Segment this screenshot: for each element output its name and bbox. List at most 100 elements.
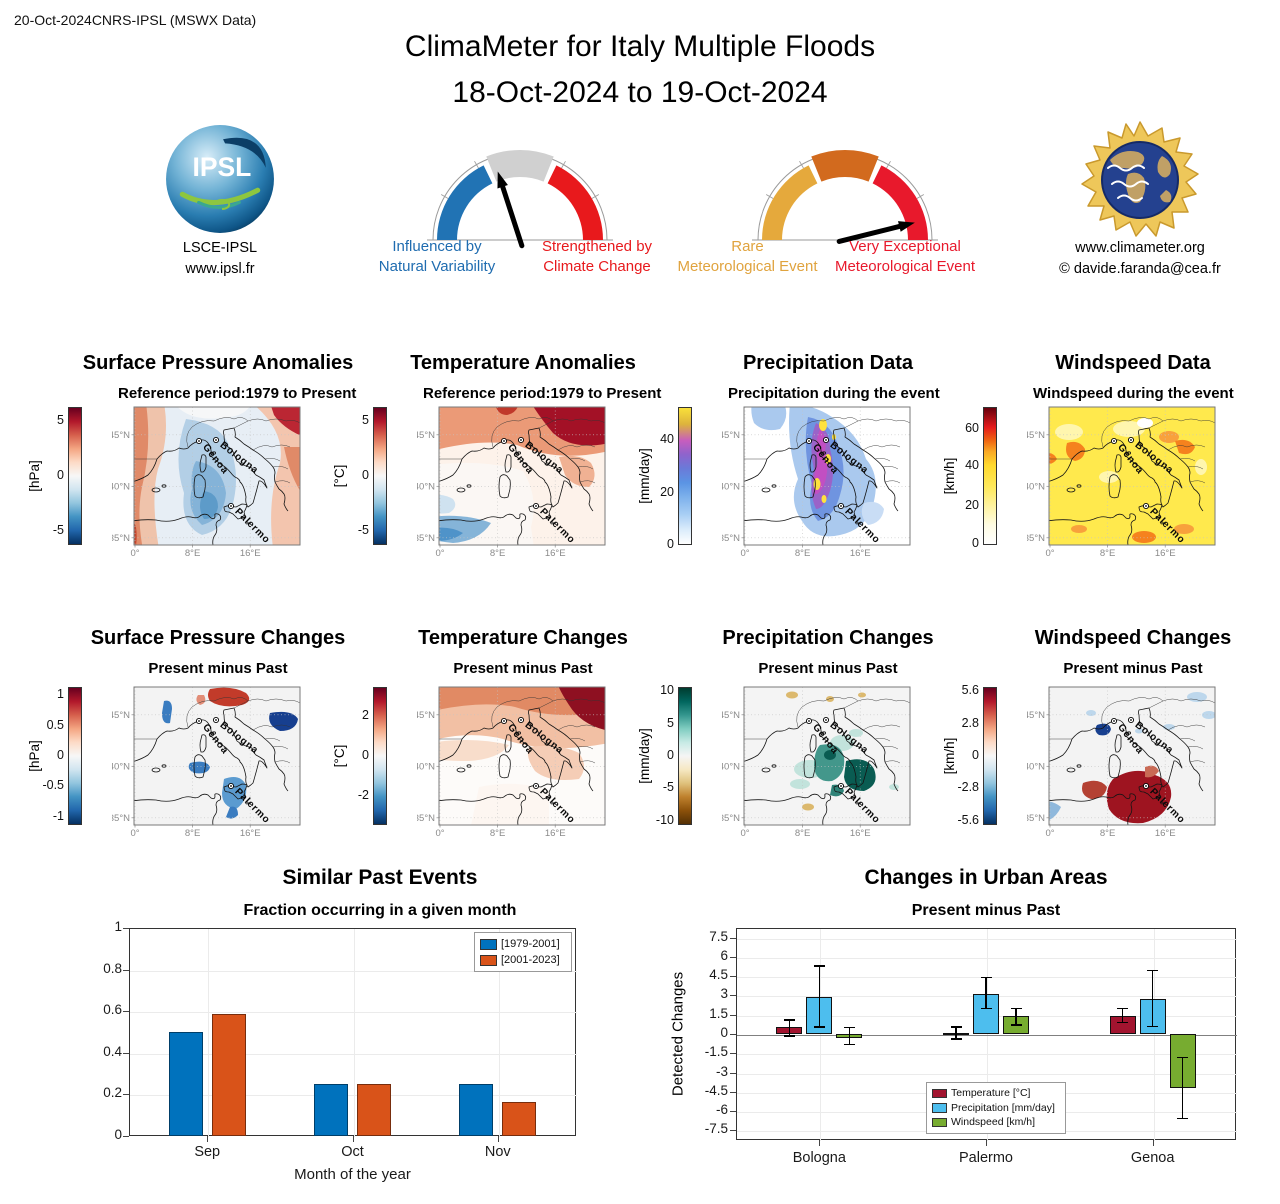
city-marker-genoa xyxy=(1110,717,1118,725)
y-tick xyxy=(730,1111,736,1113)
colorbar xyxy=(983,407,997,545)
gauge-tick xyxy=(561,160,566,169)
lon-label: 8°E xyxy=(1100,828,1115,839)
colorbar-tick-label: 0 xyxy=(57,468,64,482)
map-panel-wind_chg: Windspeed Changes Present minus Past [km/h… xyxy=(942,627,1248,857)
lon-label: 16°E xyxy=(1155,828,1176,839)
y-tick-label: 0 xyxy=(720,1025,728,1040)
map-precip_data: GenoaBolognaPalermo45°N40°N35°N0°8°E16°E xyxy=(722,406,911,559)
city-marker-palermo xyxy=(532,502,540,510)
lon-label: 0° xyxy=(1045,828,1054,839)
legend-swatch xyxy=(932,1088,947,1098)
lon-label: 0° xyxy=(130,828,139,839)
legend-swatch xyxy=(480,938,497,950)
error-bar-cap xyxy=(783,1035,795,1037)
map-frame xyxy=(438,406,606,546)
lon-label: 16°E xyxy=(545,828,566,839)
panel-title: Surface Pressure Anomalies xyxy=(82,352,354,374)
error-bar-cap xyxy=(1117,1021,1129,1024)
zero-line xyxy=(737,1035,1237,1036)
panel-subtitle: Reference period:1979 to Present xyxy=(118,385,357,402)
lat-label: 45°N xyxy=(722,710,740,721)
y-tick-label: 0.6 xyxy=(103,1002,122,1018)
colorbar-tick-label: -5 xyxy=(52,523,64,538)
gauge-left-label: Influenced by Natural Variability xyxy=(378,238,496,275)
map-field xyxy=(134,407,300,545)
panel-title: Surface Pressure Changes xyxy=(90,627,346,649)
error-bar-line xyxy=(1181,1057,1184,1119)
legend-row: Windspeed [km/h] xyxy=(932,1115,1060,1130)
y-tick xyxy=(730,976,736,978)
map-panel-wind_data: Windspeed Data Windspeed during the event… xyxy=(942,352,1248,582)
coastlines xyxy=(134,427,289,545)
map-frame xyxy=(1048,686,1216,826)
bar-oct-0 xyxy=(314,1084,348,1136)
y-tick-label: 1.5 xyxy=(709,1005,728,1021)
colorbar xyxy=(678,407,692,545)
lat-label: 35°N xyxy=(417,813,435,824)
colorbar-tick-label: 0 xyxy=(57,748,64,762)
panel-subtitle: Windspeed during the event xyxy=(1033,385,1234,402)
v-gridline xyxy=(208,929,210,1137)
city-marker-bologna xyxy=(517,716,525,724)
y-tick-label: 4.5 xyxy=(709,967,728,983)
legend-label: [2001-2023] xyxy=(501,954,560,966)
panel-subtitle: Present minus Past xyxy=(758,660,898,677)
map-field xyxy=(1049,407,1215,545)
lat-label: 45°N xyxy=(417,430,435,441)
error-bar-cap xyxy=(950,1038,962,1040)
y-tick xyxy=(730,995,736,997)
colorbar-tick-label: -10 xyxy=(655,812,674,827)
y-tick xyxy=(730,1014,736,1016)
lon-label: 16°E xyxy=(240,548,261,559)
ipsl-acronym: IPSL xyxy=(193,152,252,182)
ipsl-swoosh xyxy=(223,137,266,168)
colorbar-tick-label: 0 xyxy=(362,468,369,482)
error-bar-cap xyxy=(843,1026,855,1029)
map-frame xyxy=(133,686,301,826)
coastlines xyxy=(744,427,899,545)
city-marker-palermo xyxy=(532,782,540,790)
x-tick-label: Bologna xyxy=(792,1150,846,1166)
lon-label: 0° xyxy=(130,548,139,559)
x-tick xyxy=(497,1136,499,1142)
ipsl-teal-swirl xyxy=(197,200,241,210)
error-bar-cap xyxy=(1010,1024,1022,1026)
colorbar-tick-label: 5 xyxy=(667,716,674,731)
colorbar-tick-label: 20 xyxy=(660,484,674,499)
v-gridline xyxy=(498,929,500,1137)
coastlines xyxy=(744,707,899,825)
y-tick-label: -7.5 xyxy=(704,1121,728,1137)
country-borders xyxy=(134,417,300,484)
gauge-right-arc xyxy=(547,165,603,240)
gauge-right-arc xyxy=(872,165,928,240)
x-tick-label: Nov xyxy=(484,1144,511,1160)
colorbar-tick-label: 5 xyxy=(57,412,64,427)
bar-oct-1 xyxy=(357,1084,391,1136)
colorbar-tick-label: -5 xyxy=(357,523,369,538)
country-borders xyxy=(1049,697,1215,764)
panel-subtitle: Precipitation during the event xyxy=(728,385,940,402)
map-temp_anom: GenoaBolognaPalermo45°N40°N35°N0°8°E16°E xyxy=(417,406,606,559)
chart-legend: [1979-2001] [2001-2023] xyxy=(474,932,572,972)
x-tick xyxy=(207,1136,209,1142)
city-marker-genoa xyxy=(805,437,813,445)
colorbar-tick-label: 60 xyxy=(965,421,979,436)
lat-label: 40°N xyxy=(112,481,130,492)
ipsl-green-swirl xyxy=(179,187,261,205)
error-bar-line xyxy=(1121,1008,1124,1023)
city-marker-genoa xyxy=(195,437,203,445)
panel-title: Precipitation Data xyxy=(742,352,914,374)
error-bar-cap xyxy=(783,1019,795,1021)
error-bar-line xyxy=(985,977,987,1009)
map-wind_chg: GenoaBolognaPalermo45°N40°N35°N0°8°E16°E xyxy=(1027,686,1216,839)
ipsl-caption: LSCE-IPSL www.ipsl.fr xyxy=(130,238,310,280)
figure-title: ClimaMeter for Italy Multiple Floods 18-… xyxy=(0,24,1280,116)
ipsl-logo: IPSL xyxy=(166,125,274,233)
legend-label: Precipitation [mm/day] xyxy=(951,1101,1055,1114)
lon-label: 8°E xyxy=(490,548,505,559)
city-marker-bologna xyxy=(517,436,525,444)
chart-legend: Temperature [°C] Precipitation [mm/day] Wi… xyxy=(926,1082,1066,1134)
error-bar-cap xyxy=(980,976,992,979)
city-marker-bologna xyxy=(212,716,220,724)
